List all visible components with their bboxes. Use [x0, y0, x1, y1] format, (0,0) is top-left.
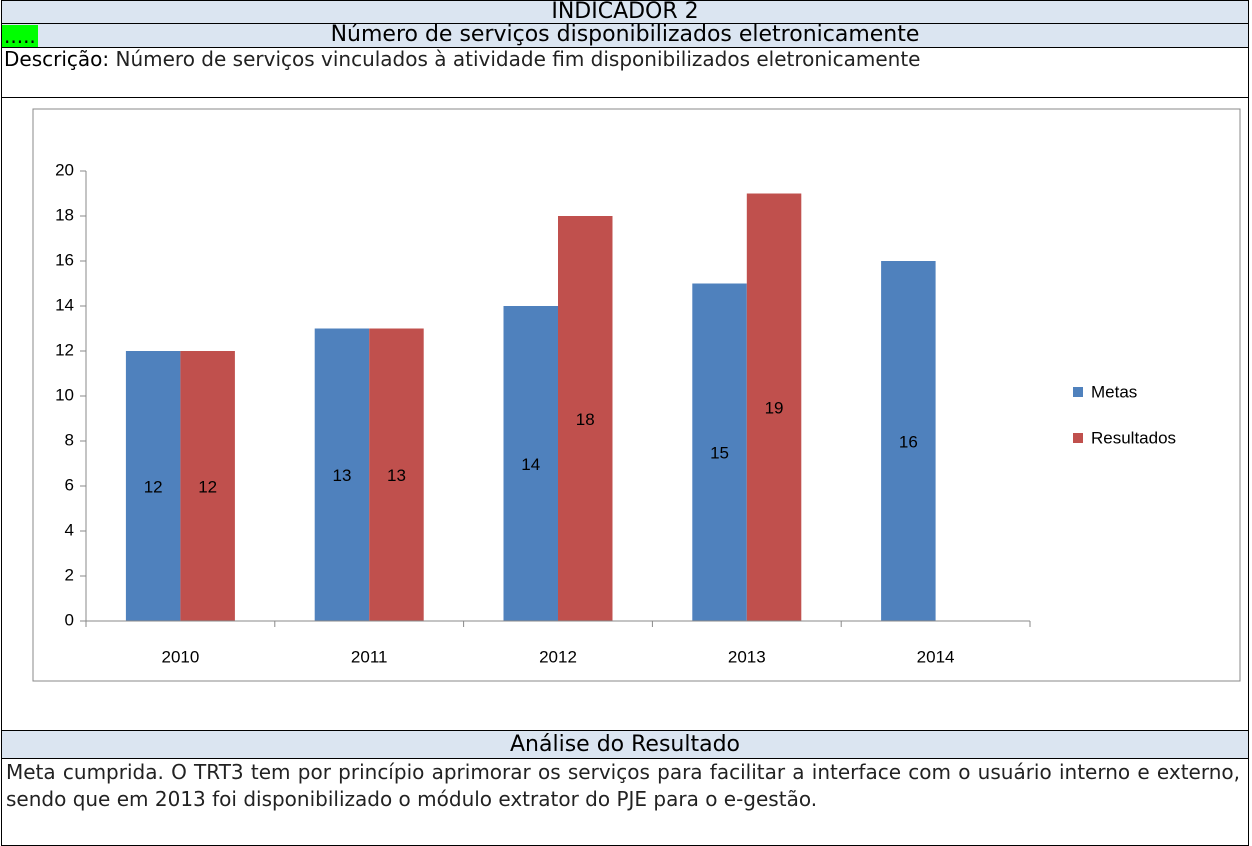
y-tick-label: 0 — [65, 610, 74, 629]
data-label: 14 — [521, 455, 540, 474]
analysis-title: Análise do Resultado — [510, 732, 740, 757]
header-row: INDICADOR 2 — [1, 0, 1249, 23]
legend-label: Resultados — [1091, 428, 1176, 447]
y-tick-label: 16 — [55, 250, 74, 269]
data-label: 15 — [710, 444, 729, 463]
description-label: Descrição: — [4, 47, 110, 71]
data-label: 12 — [144, 477, 163, 496]
chart-row: 0 2 4 6 8 10 12 14 16 18 20 2010 12 12 2011 13 13 2012 14 1… — [1, 97, 1249, 730]
x-tick-label: 2011 — [351, 647, 388, 666]
description-row: Descrição: Número de serviços vinculados… — [1, 47, 1249, 97]
chart: 0 2 4 6 8 10 12 14 16 18 20 2010 12 12 2011 13 13 2012 14 1… — [32, 108, 1241, 682]
data-label: 12 — [198, 477, 217, 496]
data-label: 16 — [899, 432, 918, 451]
y-tick-label: 14 — [55, 295, 74, 314]
legend-swatch — [1073, 387, 1083, 397]
subtitle-row: ..... Número de serviços disponibilizado… — [1, 23, 1249, 47]
y-tick-label: 4 — [65, 520, 74, 539]
bar — [881, 261, 936, 621]
x-tick-label: 2014 — [917, 647, 955, 666]
y-tick-label: 12 — [55, 340, 74, 359]
bar — [314, 328, 370, 621]
x-tick-label: 2013 — [728, 647, 766, 666]
data-label: 13 — [332, 466, 351, 485]
data-label: 19 — [765, 399, 784, 418]
bar — [746, 193, 802, 621]
legend-label: Metas — [1091, 382, 1137, 401]
y-tick-label: 2 — [65, 565, 74, 584]
bar — [503, 306, 558, 621]
bar — [558, 216, 613, 621]
bar — [180, 351, 235, 621]
analysis-row: Meta cumprida. O TRT3 tem por princípio … — [1, 758, 1249, 846]
y-tick-label: 8 — [65, 430, 74, 449]
legend-swatch — [1073, 433, 1083, 443]
title: INDICADOR 2 — [551, 0, 699, 24]
y-tick-label: 10 — [55, 385, 74, 404]
subtitle: Número de serviços disponibilizados elet… — [330, 22, 920, 47]
x-tick-label: 2012 — [539, 647, 577, 666]
y-tick-label: 6 — [65, 475, 74, 494]
analysis-text: Meta cumprida. O TRT3 tem por princípio … — [6, 760, 1240, 811]
x-tick-label: 2010 — [161, 647, 199, 666]
bar — [125, 351, 181, 621]
y-tick-label: 20 — [55, 160, 74, 179]
data-label: 18 — [576, 410, 595, 429]
bar — [369, 328, 424, 621]
analysis-header: Análise do Resultado — [1, 730, 1249, 758]
bar — [692, 283, 747, 621]
data-label: 13 — [387, 466, 406, 485]
y-tick-label: 18 — [55, 205, 74, 224]
description-text: Número de serviços vinculados à atividad… — [115, 47, 921, 71]
marker: ..... — [2, 24, 38, 48]
